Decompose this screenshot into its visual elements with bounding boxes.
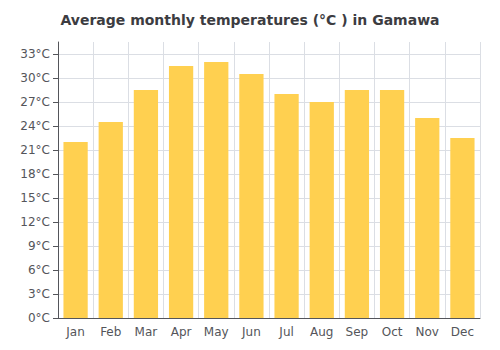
svg-text:12°C: 12°C xyxy=(20,215,50,229)
svg-text:21°C: 21°C xyxy=(20,143,50,157)
svg-text:Aug: Aug xyxy=(310,325,333,339)
svg-text:24°C: 24°C xyxy=(20,119,50,133)
svg-text:9°C: 9°C xyxy=(28,239,50,253)
svg-text:Dec: Dec xyxy=(451,325,474,339)
svg-text:Average monthly temperatures (: Average monthly temperatures (°C ) in Ga… xyxy=(60,12,439,28)
svg-text:Sep: Sep xyxy=(346,325,369,339)
svg-text:33°C: 33°C xyxy=(20,47,50,61)
svg-text:Nov: Nov xyxy=(416,325,439,339)
svg-text:6°C: 6°C xyxy=(28,263,50,277)
svg-text:15°C: 15°C xyxy=(20,191,50,205)
svg-text:18°C: 18°C xyxy=(20,167,50,181)
svg-text:May: May xyxy=(204,325,229,339)
svg-text:Jan: Jan xyxy=(65,325,85,339)
svg-text:Feb: Feb xyxy=(100,325,121,339)
svg-text:Mar: Mar xyxy=(135,325,158,339)
svg-text:30°C: 30°C xyxy=(20,71,50,85)
svg-text:3°C: 3°C xyxy=(28,287,50,301)
svg-text:0°C: 0°C xyxy=(28,311,50,325)
svg-text:Jul: Jul xyxy=(278,325,293,339)
svg-text:27°C: 27°C xyxy=(20,95,50,109)
svg-text:Jun: Jun xyxy=(241,325,261,339)
svg-text:Oct: Oct xyxy=(382,325,403,339)
svg-text:Apr: Apr xyxy=(171,325,192,339)
